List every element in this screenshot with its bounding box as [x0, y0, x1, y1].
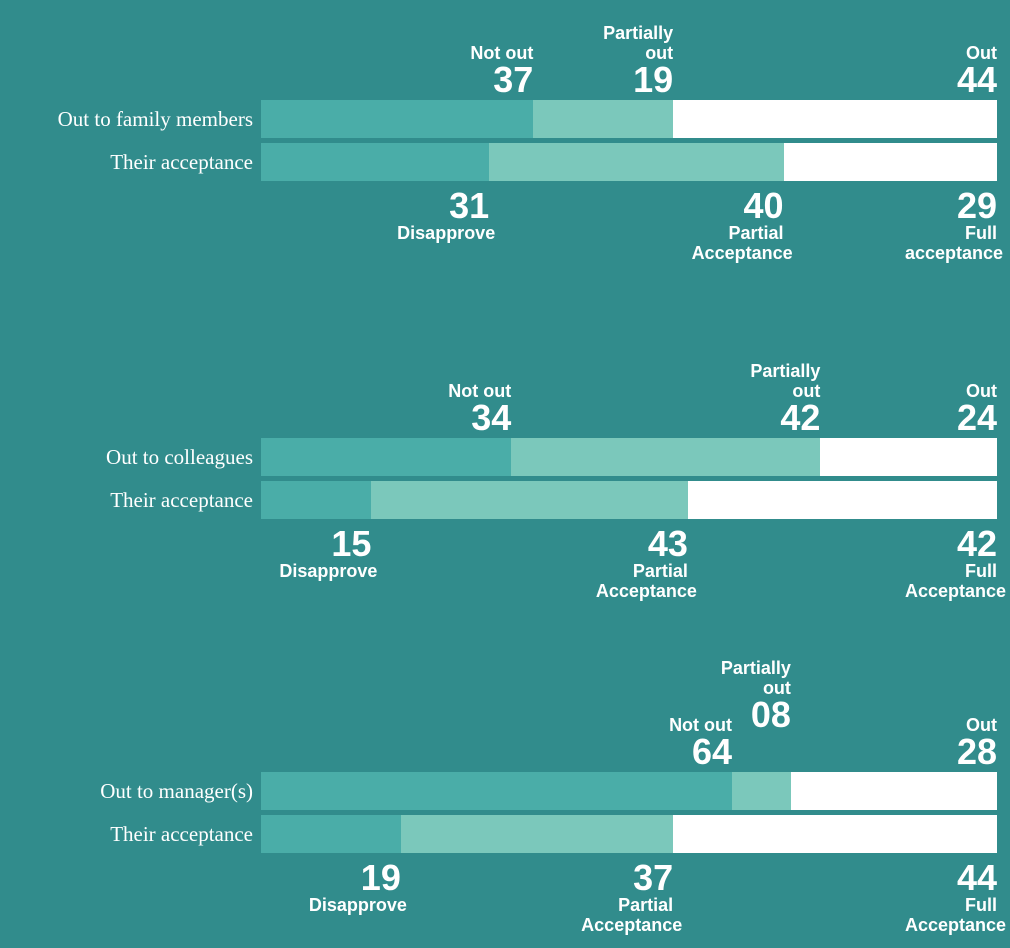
segment-name: Not out	[448, 381, 512, 401]
segment-label: Out 28	[905, 715, 997, 772]
segment-name: Out	[966, 43, 997, 63]
segment-value: 44	[956, 857, 997, 898]
bar-segment	[261, 481, 372, 519]
segment-name: Partially out	[750, 361, 821, 401]
bar-segment	[400, 815, 674, 853]
row-label: Out to manager(s)	[100, 779, 253, 803]
segment-value: 40	[743, 185, 784, 226]
bar-segment	[790, 772, 997, 810]
bar-segment	[511, 438, 821, 476]
row-label: Out to family members	[57, 107, 253, 131]
bar-segment	[261, 815, 401, 853]
segment-name: Partially out	[720, 658, 791, 698]
segment-value: 42	[780, 397, 821, 438]
bar-segment	[533, 100, 674, 138]
segment-name: Full acceptance	[905, 223, 1004, 263]
segment-label: 19 Disapprove	[308, 857, 407, 916]
segment-value: 43	[647, 523, 688, 564]
segment-label: Partially out 42	[728, 361, 821, 438]
bar-segment	[261, 438, 512, 476]
segment-name: Partial Acceptance	[595, 561, 697, 601]
segment-name: Not out	[470, 43, 534, 63]
segment-value: 15	[331, 523, 372, 564]
bar-segment	[687, 481, 997, 519]
segment-value: 29	[956, 185, 997, 226]
bar-segment	[489, 143, 784, 181]
segment-name: Full Acceptance	[905, 895, 1007, 935]
segment-name: Not out	[669, 715, 733, 735]
segment-label: 43 Partial Acceptance	[595, 523, 697, 602]
segment-value: 19	[360, 857, 401, 898]
row-label: Their acceptance	[110, 488, 253, 512]
segment-name: Disapprove	[279, 561, 378, 581]
segment-label: Not out 37	[441, 43, 534, 100]
bar-segment	[261, 100, 534, 138]
segment-label: Not out 64	[640, 715, 733, 772]
segment-label: 42 Full Acceptance	[905, 523, 1007, 602]
segment-label: 15 Disapprove	[279, 523, 378, 582]
segment-name: Partial Acceptance	[691, 223, 793, 263]
segment-label: 44 Full Acceptance	[905, 857, 1007, 936]
segment-value: 24	[956, 397, 997, 438]
segment-name: Out	[966, 381, 997, 401]
segment-value: 19	[633, 59, 674, 100]
segment-value: 28	[956, 731, 997, 772]
segment-value: 44	[956, 59, 997, 100]
segment-name: Disapprove	[397, 223, 496, 243]
segment-value: 31	[449, 185, 490, 226]
segment-value: 64	[692, 731, 733, 772]
segment-value: 42	[956, 523, 997, 564]
row-label: Out to colleagues	[106, 445, 253, 469]
segment-name: Partial Acceptance	[581, 895, 683, 935]
bar-segment	[732, 772, 791, 810]
row-label: Their acceptance	[110, 150, 253, 174]
segment-label: Partially out 19	[581, 23, 674, 100]
segment-label: Out 44	[905, 43, 997, 100]
segment-name: Full Acceptance	[905, 561, 1007, 601]
segment-label: Not out 34	[419, 381, 512, 438]
segment-label: 31 Disapprove	[397, 185, 496, 244]
segment-label: 37 Partial Acceptance	[581, 857, 683, 936]
bar-segment	[783, 143, 997, 181]
bar-segment	[820, 438, 997, 476]
segment-label: 40 Partial Acceptance	[691, 185, 793, 264]
segment-value: 34	[471, 397, 512, 438]
bar-segment	[261, 772, 733, 810]
segment-label: Partially out 08	[699, 658, 791, 735]
bar-segment	[261, 143, 490, 181]
segment-value: 37	[633, 857, 674, 898]
bar-segment	[673, 100, 997, 138]
row-label: Their acceptance	[110, 822, 253, 846]
segment-label: 29 Full acceptance	[905, 185, 1004, 264]
segment-name: Out	[966, 715, 997, 735]
segment-value: 08	[750, 694, 791, 735]
segment-name: Partially out	[603, 23, 674, 63]
bar-segment	[673, 815, 997, 853]
segment-name: Disapprove	[308, 895, 407, 915]
segment-value: 37	[493, 59, 534, 100]
bar-segment	[371, 481, 688, 519]
segment-label: Out 24	[905, 381, 997, 438]
